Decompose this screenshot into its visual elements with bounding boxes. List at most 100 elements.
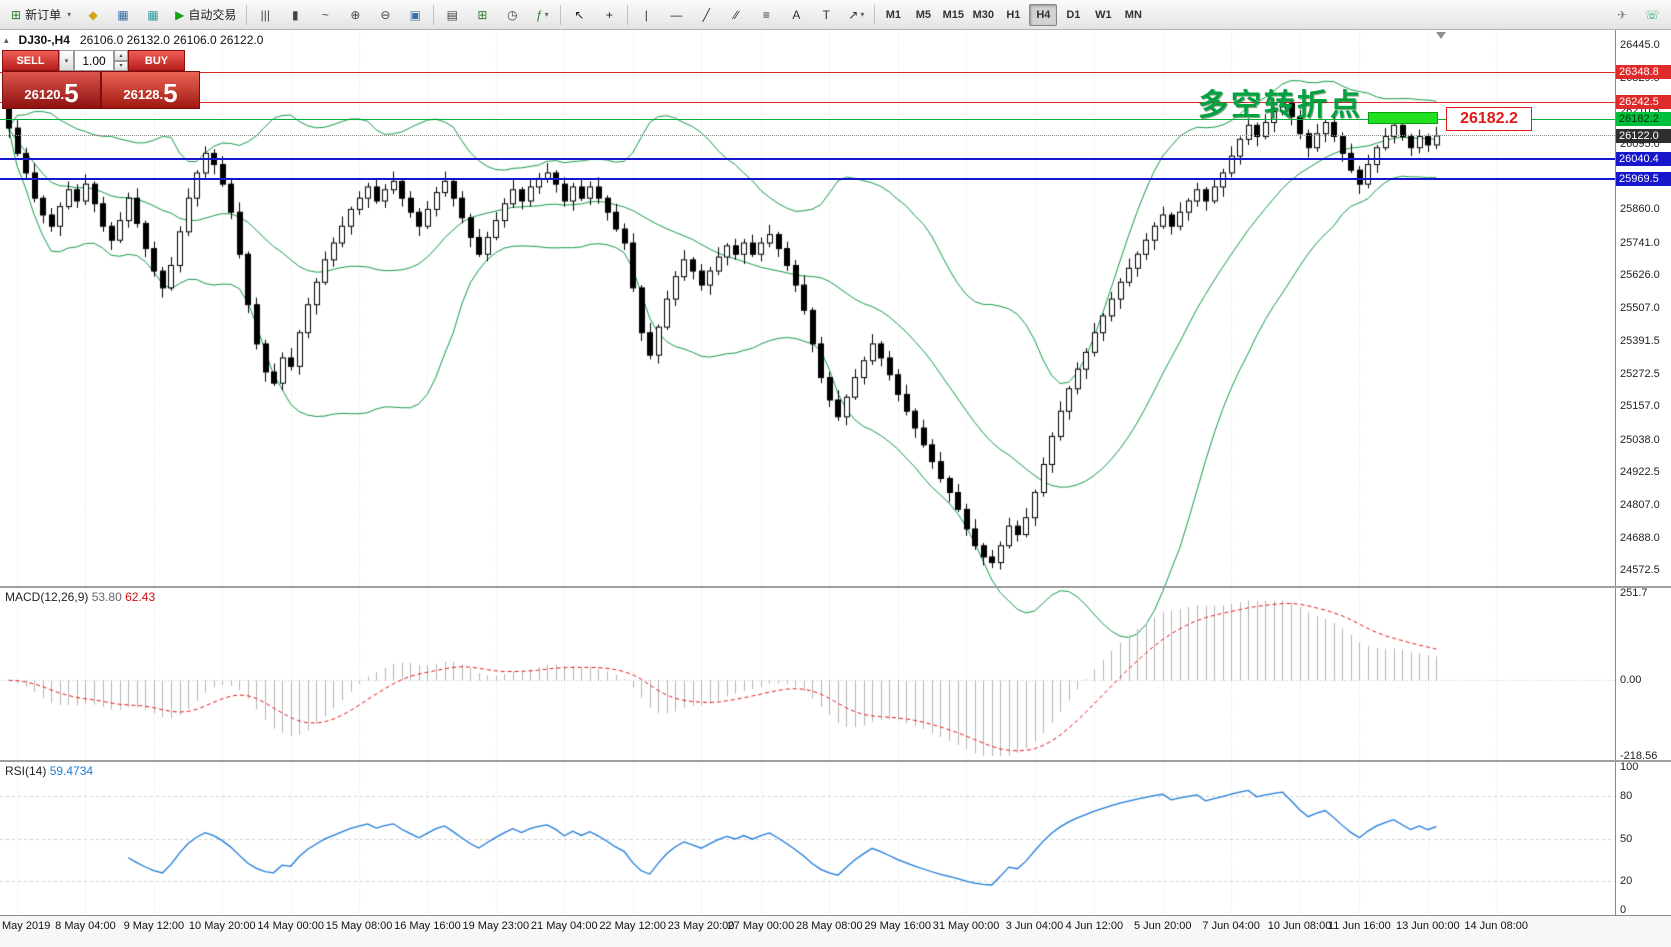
time-axis-label: 14 Jun 08:00 bbox=[1464, 920, 1528, 932]
buy-price-small: 26128. bbox=[123, 87, 164, 102]
symbol-ohlc-values: 26106.0 26132.0 26106.0 26122.0 bbox=[79, 33, 264, 47]
timeframe-w1[interactable]: W1 bbox=[1095, 8, 1112, 21]
timeframe-h1[interactable]: H1 bbox=[1006, 8, 1021, 21]
price-axis-label: 26445.0 bbox=[1620, 39, 1660, 52]
buy-button[interactable]: BUY bbox=[128, 50, 185, 71]
candle-chart-icon[interactable]: ▮ bbox=[292, 7, 299, 22]
send-icon[interactable]: ✈ bbox=[1616, 7, 1628, 22]
time-axis-label: 29 May 16:00 bbox=[864, 920, 932, 932]
buy-price-big: 5 bbox=[163, 78, 178, 108]
price-line-26182.2[interactable] bbox=[0, 119, 1615, 120]
panel-separator[interactable] bbox=[0, 760, 1671, 762]
price-chart-canvas[interactable] bbox=[0, 30, 1671, 947]
price-line-25969.5[interactable] bbox=[0, 178, 1615, 180]
cascade-windows-icon[interactable]: ▤ bbox=[446, 7, 459, 22]
price-label-box[interactable]: 26182.2 bbox=[1446, 107, 1532, 131]
volume-down-button[interactable]: ▾ bbox=[114, 60, 128, 71]
timeframe-m1[interactable]: M1 bbox=[885, 8, 901, 21]
main-toolbar: ⊞ 新订单 ▾ ◆ ▦ ▦ ▶ 自动交易 ||| ▮ ~ ⊕ ⊖ ▣ ▤ ⊞ ◷ ƒ ▾ ↖ + | — ╱… bbox=[0, 0, 1671, 30]
highlight-segment-object[interactable] bbox=[1368, 112, 1438, 124]
bar-chart-icon[interactable]: ||| bbox=[260, 7, 271, 22]
price-axis-label: 25860.0 bbox=[1620, 203, 1660, 216]
buy-price-button[interactable]: 26128. 5 bbox=[101, 71, 200, 109]
zoom-in-icon[interactable]: ⊕ bbox=[350, 7, 361, 22]
time-axis-label: 4 Jun 12:00 bbox=[1065, 920, 1124, 932]
timeframe-m15[interactable]: M15 bbox=[942, 8, 965, 21]
price-axis-label: 25157.0 bbox=[1620, 400, 1660, 413]
new-order-icon: ⊞ bbox=[11, 7, 22, 22]
autoscroll-marker-icon[interactable] bbox=[1436, 32, 1446, 39]
one-click-collapse-icon[interactable]: ▴ bbox=[4, 34, 9, 45]
price-line-26242.5[interactable] bbox=[0, 102, 1615, 103]
price-badge-26122.0: 26122.0 bbox=[1616, 129, 1671, 143]
line-chart-icon[interactable]: ~ bbox=[321, 7, 329, 22]
crosshair-icon[interactable]: + bbox=[605, 7, 613, 22]
time-axis[interactable]: May 2019 8 May 04:00 9 May 12:00 10 May 20:… bbox=[0, 915, 1671, 947]
timeframe-h4[interactable]: H4 bbox=[1029, 3, 1058, 26]
new-order-button[interactable]: ⊞ 新订单 ▾ bbox=[4, 3, 78, 27]
trendline-icon[interactable]: ╱ bbox=[702, 7, 710, 22]
price-axis-label: 24688.0 bbox=[1620, 531, 1660, 544]
chevron-down-icon: ▾ bbox=[67, 10, 72, 19]
price-axis-label: 25272.5 bbox=[1620, 368, 1660, 381]
volume-input[interactable] bbox=[74, 50, 114, 71]
time-axis-label: 11 Jun 16:00 bbox=[1327, 920, 1391, 932]
volume-up-button[interactable]: ▴ bbox=[114, 50, 128, 61]
sell-button[interactable]: SELL bbox=[2, 50, 59, 71]
time-axis-label: 8 May 04:00 bbox=[55, 920, 116, 932]
tile-windows-icon[interactable]: ▣ bbox=[409, 7, 422, 22]
rsi-axis-label: 50 bbox=[1620, 832, 1633, 845]
price-line-26040.4[interactable] bbox=[0, 158, 1615, 160]
price-badge-25969.5: 25969.5 bbox=[1616, 172, 1671, 186]
indicators-icon[interactable]: ƒ ▾ bbox=[535, 7, 549, 22]
time-axis-label: 21 May 04:00 bbox=[530, 920, 598, 932]
macd-axis-label: 0.00 bbox=[1620, 674, 1642, 687]
profiles-icon[interactable]: ▦ bbox=[147, 7, 159, 22]
new-order-label: 新订单 bbox=[25, 8, 62, 22]
text-icon[interactable]: A bbox=[792, 7, 801, 22]
shapes-icon[interactable]: ↗ ▾ bbox=[848, 7, 865, 22]
timeframe-m5[interactable]: M5 bbox=[915, 8, 931, 21]
autotrade-button[interactable]: ▶ 自动交易 bbox=[168, 3, 243, 27]
price-line-26122.0[interactable] bbox=[0, 135, 1615, 136]
vertical-line-icon[interactable]: | bbox=[644, 7, 648, 22]
sell-price-button[interactable]: 26120. 5 bbox=[2, 71, 101, 109]
rsi-indicator-label: RSI(14) 59.4734 bbox=[5, 764, 94, 778]
rsi-axis-label: 80 bbox=[1620, 789, 1633, 802]
label-icon[interactable]: T bbox=[822, 7, 831, 22]
chat-icon[interactable]: ☏ bbox=[1644, 7, 1660, 22]
time-axis-label: 16 May 16:00 bbox=[394, 920, 461, 932]
timeframe-d1[interactable]: D1 bbox=[1066, 8, 1081, 21]
price-line-26348.8[interactable] bbox=[0, 72, 1615, 73]
price-axis-label: 25038.0 bbox=[1620, 433, 1660, 446]
macd-indicator-label: MACD(12,26,9) 53.80 62.43 bbox=[5, 590, 156, 604]
channel-icon[interactable]: ∕∕ bbox=[734, 7, 739, 22]
panel-separator[interactable] bbox=[0, 586, 1671, 588]
clock-icon[interactable]: ◷ bbox=[507, 7, 518, 22]
price-axis-label: 25391.5 bbox=[1620, 334, 1660, 347]
time-axis-label: 19 May 23:00 bbox=[462, 920, 530, 932]
time-axis-label: 14 May 00:00 bbox=[257, 920, 324, 932]
time-axis-label: 28 May 08:00 bbox=[795, 920, 863, 932]
fibonacci-icon[interactable]: ≡ bbox=[762, 7, 770, 22]
sell-price-small: 26120. bbox=[24, 87, 65, 102]
time-axis-label: 23 May 20:00 bbox=[667, 920, 735, 932]
rsi-axis-label: 100 bbox=[1620, 761, 1639, 773]
mql-icon[interactable]: ◆ bbox=[88, 7, 98, 22]
chart-annotation-text[interactable]: 多空转折点 bbox=[1198, 89, 1363, 122]
timeframe-m30[interactable]: M30 bbox=[972, 8, 995, 21]
volume-dropdown-button[interactable]: ▾ bbox=[59, 50, 74, 71]
chart-window-icon[interactable]: ▦ bbox=[117, 7, 129, 22]
timeframe-mn[interactable]: MN bbox=[1124, 8, 1142, 21]
price-axis-label: 24922.5 bbox=[1620, 466, 1660, 479]
autotrade-play-icon: ▶ bbox=[175, 7, 185, 22]
rsi-axis-label: 20 bbox=[1620, 875, 1633, 888]
zoom-out-icon[interactable]: ⊖ bbox=[380, 7, 391, 22]
macd-axis-label: -218.56 bbox=[1620, 750, 1658, 762]
cursor-icon[interactable]: ↖ bbox=[574, 7, 585, 22]
toolbar-separator bbox=[560, 4, 562, 25]
new-chart-icon[interactable]: ⊞ bbox=[477, 7, 488, 22]
horizontal-line-icon[interactable]: — bbox=[670, 7, 683, 22]
time-axis-label: 13 Jun 00:00 bbox=[1395, 920, 1460, 932]
